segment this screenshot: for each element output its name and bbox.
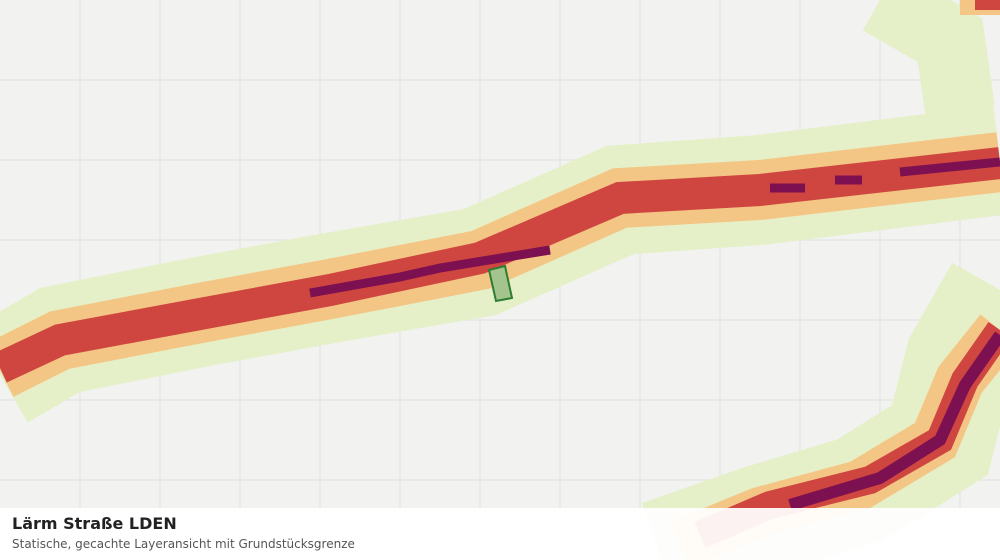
layer-title: Lärm Straße LDEN xyxy=(12,514,177,533)
info-panel: Lärm Straße LDEN Statische, gecachte Lay… xyxy=(0,508,1000,560)
layer-subtitle: Statische, gecachte Layeransicht mit Gru… xyxy=(12,537,355,551)
noise-main-road xyxy=(0,0,1000,423)
parcel-boundary[interactable] xyxy=(487,264,514,303)
